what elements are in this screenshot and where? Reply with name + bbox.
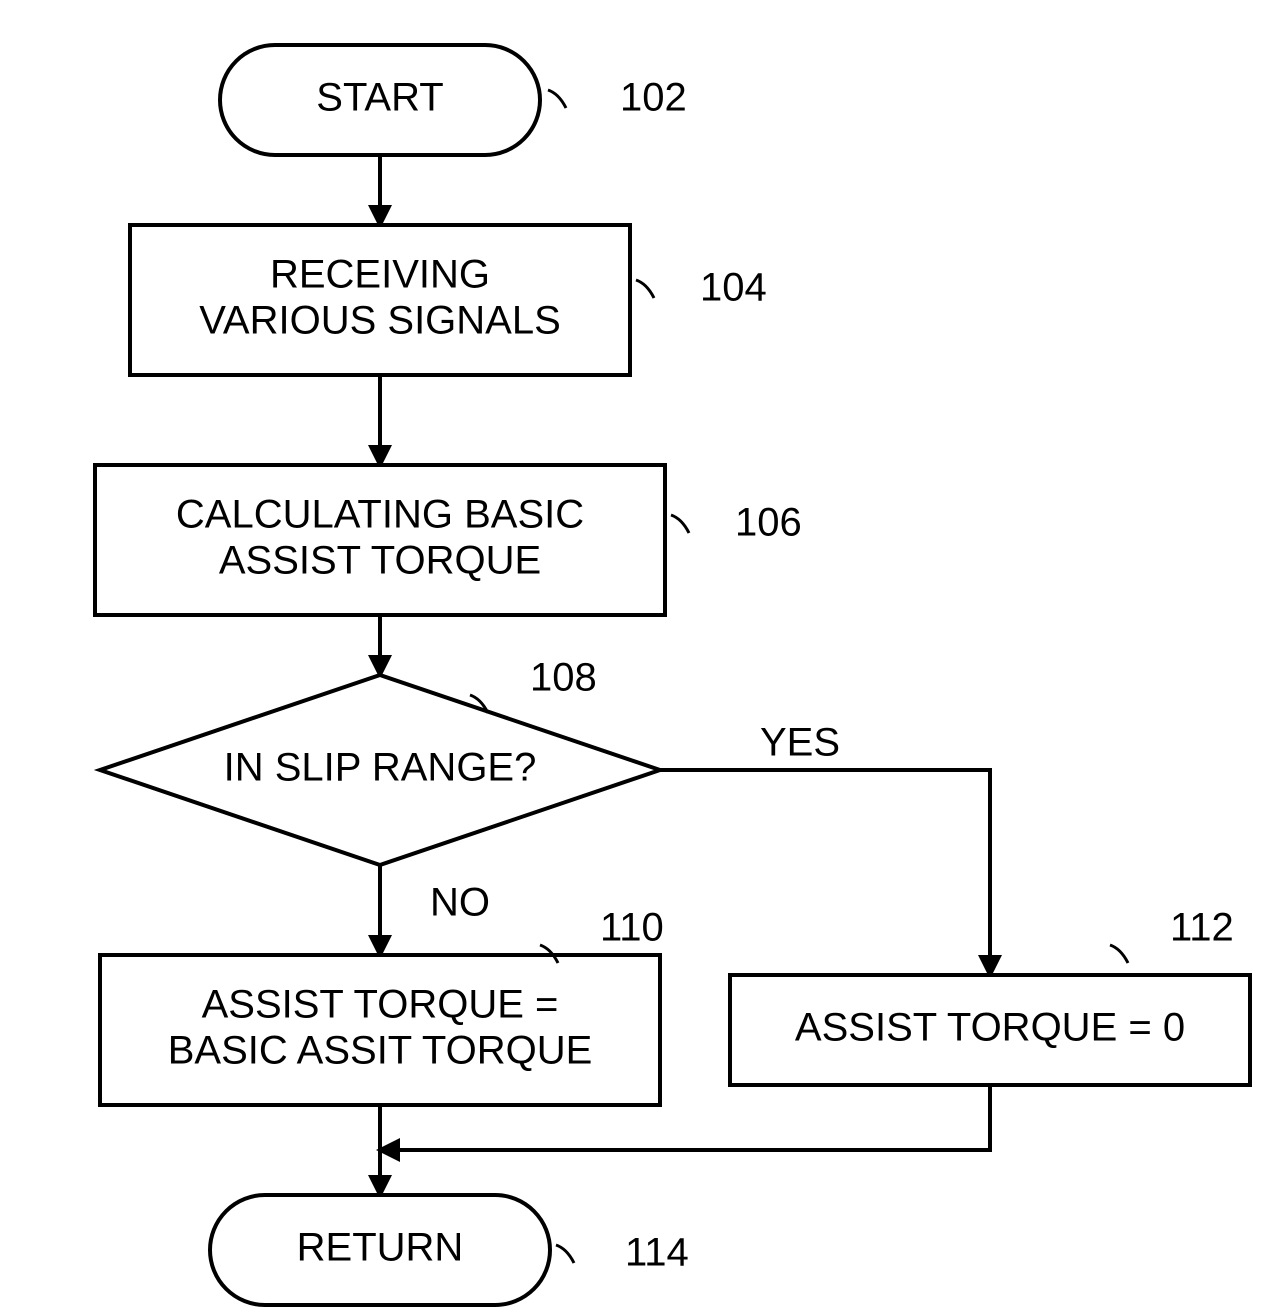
ref-label-recv: 104 (700, 266, 767, 310)
calc-label: CALCULATING BASIC (176, 493, 584, 537)
ref-label-no_box: 110 (600, 906, 664, 950)
tick-recv (636, 280, 654, 298)
flowchart: START RECEIVINGVARIOUS SIGNALS CALCULATING… (0, 0, 1272, 1316)
ref-label-calc: 106 (735, 501, 802, 545)
return-label: RETURN (297, 1226, 464, 1270)
no_box-label: ASSIST TORQUE = (202, 983, 559, 1027)
tick-return (556, 1245, 574, 1263)
ref-label-start: 102 (620, 76, 687, 120)
tick-yes_box (1110, 945, 1128, 963)
yes_box-label: ASSIST TORQUE = 0 (795, 1006, 1185, 1050)
ref-label-decision: 108 (530, 656, 597, 700)
start-label: START (316, 76, 443, 120)
ref-label-yes_box: 112 (1170, 906, 1234, 950)
edge-4 (660, 770, 990, 975)
calc-label: ASSIST TORQUE (219, 539, 541, 583)
tick-start (548, 90, 566, 108)
no_box-label: BASIC ASSIT TORQUE (168, 1029, 593, 1073)
edge-label-yes: YES (760, 721, 840, 765)
tick-calc (671, 515, 689, 533)
recv-label: RECEIVING (270, 253, 490, 297)
ref-label-return: 114 (625, 1231, 689, 1275)
decision-label: IN SLIP RANGE? (224, 746, 537, 790)
recv-label: VARIOUS SIGNALS (199, 299, 561, 343)
edge-label-no: NO (430, 881, 490, 925)
